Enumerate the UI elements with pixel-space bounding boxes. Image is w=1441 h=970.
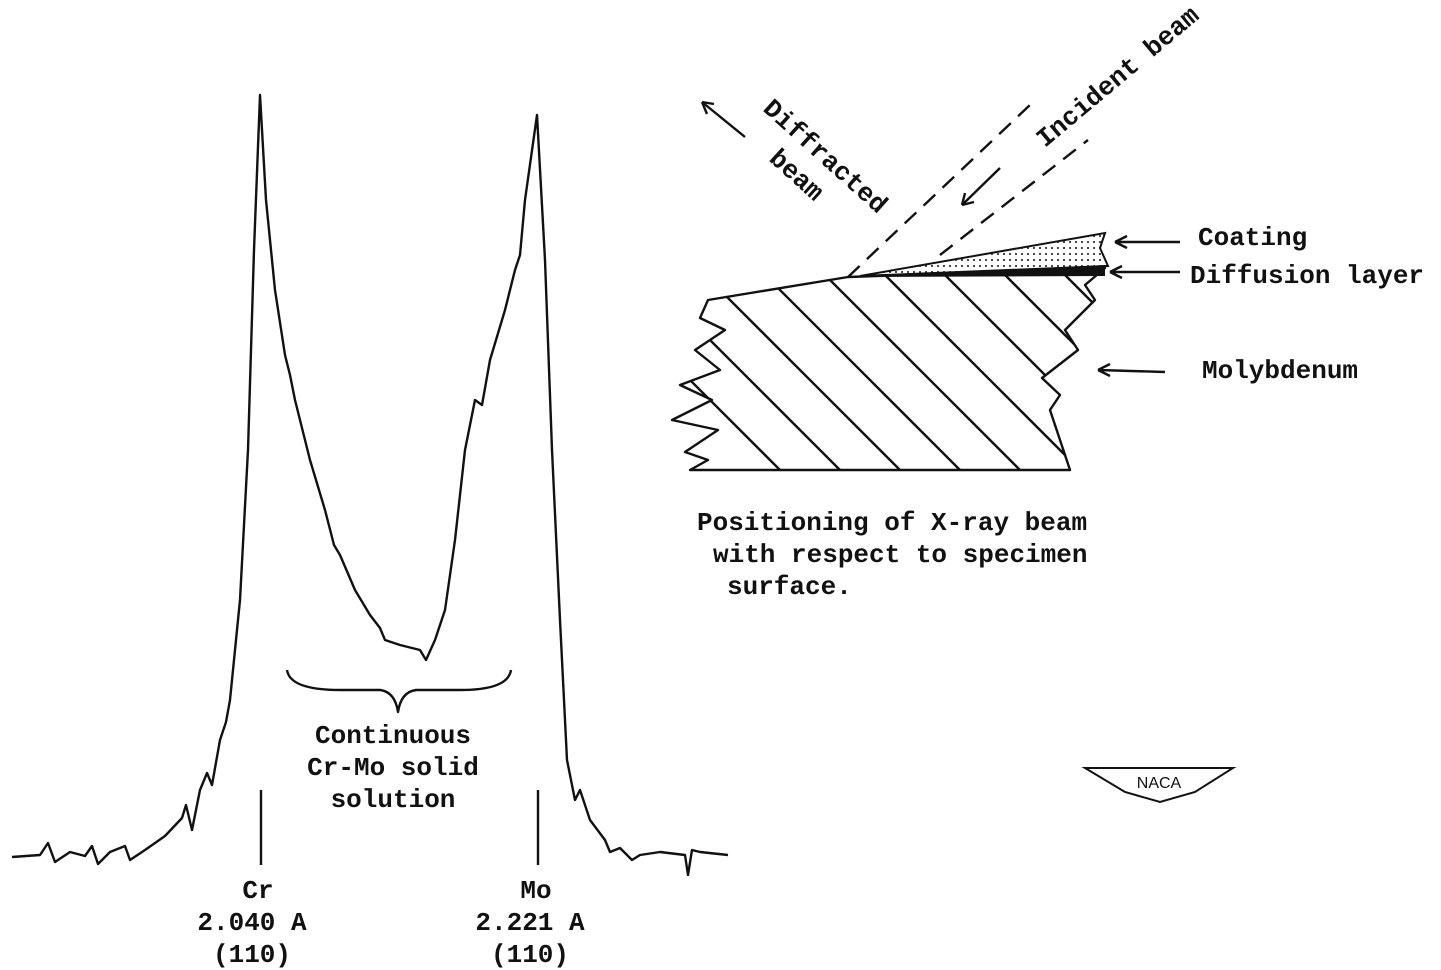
peak-plane: (110) (491, 940, 569, 970)
caption: with respect to specimen (713, 540, 1087, 570)
logo-wing (1081, 767, 1237, 804)
region-label: Cr-Mo solid (307, 753, 479, 783)
incident-arrow (960, 167, 1001, 207)
layer-label: Diffusion layer (1190, 261, 1424, 291)
region-label: Continuous (315, 721, 471, 751)
layer-label: Coating (1198, 223, 1307, 253)
beam-line (847, 104, 1031, 278)
brace (285, 669, 513, 714)
logo: NACA (1137, 775, 1182, 792)
peak-plane: (110) (213, 940, 291, 970)
peak-d-spacing: 2.221 A (475, 908, 585, 938)
peak-d-spacing: 2.040 A (197, 908, 307, 938)
beam-line (939, 139, 1089, 256)
peak-element: Cr (242, 876, 273, 906)
specimen (670, 266, 1107, 472)
diffracted-arrow (700, 100, 746, 138)
hatching (672, 269, 1105, 470)
diffusion-layer (860, 265, 1105, 277)
caption: surface. (727, 572, 852, 602)
diffraction-trace (11, 93, 729, 877)
region-label: solution (331, 785, 456, 815)
layer-label: Molybdenum (1202, 356, 1358, 386)
layer-arrows (1097, 234, 1180, 378)
caption: Positioning of X-ray beam (697, 508, 1087, 538)
beam-label: Incident beam (1031, 1, 1206, 154)
peak-element: Mo (520, 876, 551, 906)
